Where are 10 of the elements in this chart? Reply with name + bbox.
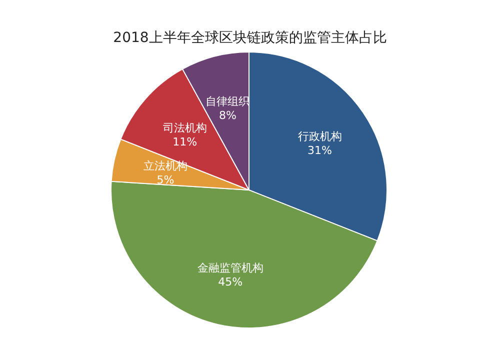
slice-label: 自律组织 (206, 95, 250, 108)
data-label: 5% (156, 173, 174, 186)
data-label: 8% (218, 109, 236, 122)
data-label: 45% (218, 276, 243, 288)
data-label: 11% (172, 135, 198, 148)
data-label: 31% (308, 144, 332, 157)
slice-label: 金融监管机构 (197, 262, 264, 274)
chart-title: 2018上半年全球区块链政策的监管主体占比 (113, 30, 387, 46)
slice-label: 行政机构 (298, 130, 342, 143)
slice-label: 司法机构 (162, 121, 207, 134)
